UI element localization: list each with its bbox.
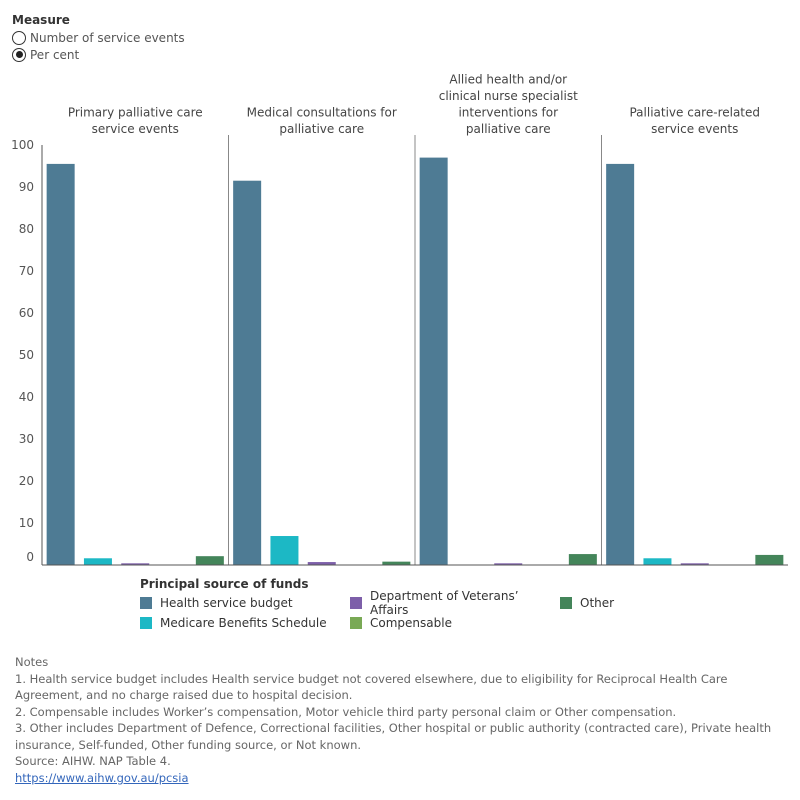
legend-item-health-service-budget[interactable]: Health service budget xyxy=(140,595,350,611)
legend-swatch xyxy=(140,597,152,609)
legend-label: Other xyxy=(580,596,615,610)
panel-title: palliative care xyxy=(279,122,364,136)
panel-title: Medical consultations for xyxy=(247,106,397,120)
legend-item-mbs[interactable]: Medicare Benefits Schedule xyxy=(140,615,350,631)
panel-title: service events xyxy=(651,122,738,136)
measure-option-label: Number of service events xyxy=(30,30,185,45)
measure-title: Measure xyxy=(12,13,70,27)
bar-department-of-veterans-affairs xyxy=(307,562,336,565)
panel-title: Primary palliative care xyxy=(68,106,203,120)
bar-department-of-veterans-affairs xyxy=(494,563,523,565)
bar-other xyxy=(382,561,411,565)
y-tick-label: 10 xyxy=(19,516,34,530)
source-link[interactable]: https://www.aihw.gov.au/pcsia xyxy=(15,770,189,785)
legend-item-dva[interactable]: Department of Veterans’ Affairs xyxy=(350,589,560,617)
bar-chart: 0 10 20 30 40 50 60 70 80 90 100 Primary palliative… xyxy=(11,73,788,566)
y-tick-label: 60 xyxy=(19,306,34,320)
notes-heading: Notes xyxy=(15,655,49,669)
bar-medicare-benefits-schedule xyxy=(643,558,672,565)
legend-item-compensable[interactable]: Compensable xyxy=(350,615,560,631)
bar-health-service-budget xyxy=(606,163,635,565)
notes: Notes 1. Health service budget includes … xyxy=(15,654,790,786)
panel-title: clinical nurse specialist xyxy=(439,89,578,103)
bar-department-of-veterans-affairs xyxy=(121,563,150,565)
legend-label: Compensable xyxy=(370,616,452,630)
bar-medicare-benefits-schedule xyxy=(83,558,112,565)
panel-title: palliative care xyxy=(466,122,551,136)
y-tick-label: 50 xyxy=(19,348,34,362)
y-tick-label: 80 xyxy=(19,222,34,236)
legend-title: Principal source of funds xyxy=(140,577,309,591)
y-tick-label: 70 xyxy=(19,264,34,278)
measure-filter: Measure Number of service events Per cen… xyxy=(12,13,185,63)
bar-department-of-veterans-affairs xyxy=(680,563,709,565)
bar-other xyxy=(195,556,224,565)
panel-title: interventions for xyxy=(458,106,558,120)
measure-option-number[interactable]: Number of service events xyxy=(12,29,185,46)
legend-swatch xyxy=(140,617,152,629)
measure-option-percent[interactable]: Per cent xyxy=(12,46,185,63)
legend-swatch xyxy=(350,617,362,629)
radio-selected-icon[interactable] xyxy=(12,47,26,62)
bar-other xyxy=(568,554,597,565)
radio-unselected-icon[interactable] xyxy=(12,30,26,45)
legend-label: Medicare Benefits Schedule xyxy=(160,616,327,630)
bar-medicare-benefits-schedule xyxy=(270,536,299,565)
panel-title: Allied health and/or xyxy=(449,73,567,87)
legend-swatch xyxy=(560,597,572,609)
panel-title: Palliative care-related xyxy=(629,106,760,120)
y-tick-label: 20 xyxy=(19,474,34,488)
legend-swatch xyxy=(350,597,362,609)
legend-label: Health service budget xyxy=(160,596,293,610)
y-tick-label: 30 xyxy=(19,432,34,446)
bar-health-service-budget xyxy=(46,163,75,565)
bar-health-service-budget xyxy=(233,180,262,565)
note-line: 3. Other includes Department of Defence,… xyxy=(15,721,772,752)
y-tick-label: 0 xyxy=(26,550,34,564)
bar-other xyxy=(755,554,784,565)
legend-label: Department of Veterans’ Affairs xyxy=(370,589,519,617)
panel-title: service events xyxy=(92,122,179,136)
note-line: 1. Health service budget includes Health… xyxy=(15,671,728,703)
legend: Principal source of funds Health service… xyxy=(140,577,640,631)
bar-health-service-budget xyxy=(419,157,448,565)
y-tick-label: 90 xyxy=(19,180,34,194)
y-tick-label: 40 xyxy=(19,390,34,404)
measure-option-label: Per cent xyxy=(30,47,80,62)
source-text: Source: AIHW. NAP Table 4. xyxy=(15,754,171,768)
note-line: 2. Compensable includes Worker’s compens… xyxy=(15,704,677,719)
legend-item-other[interactable]: Other xyxy=(560,595,640,611)
y-tick-label: 100 xyxy=(11,138,34,152)
